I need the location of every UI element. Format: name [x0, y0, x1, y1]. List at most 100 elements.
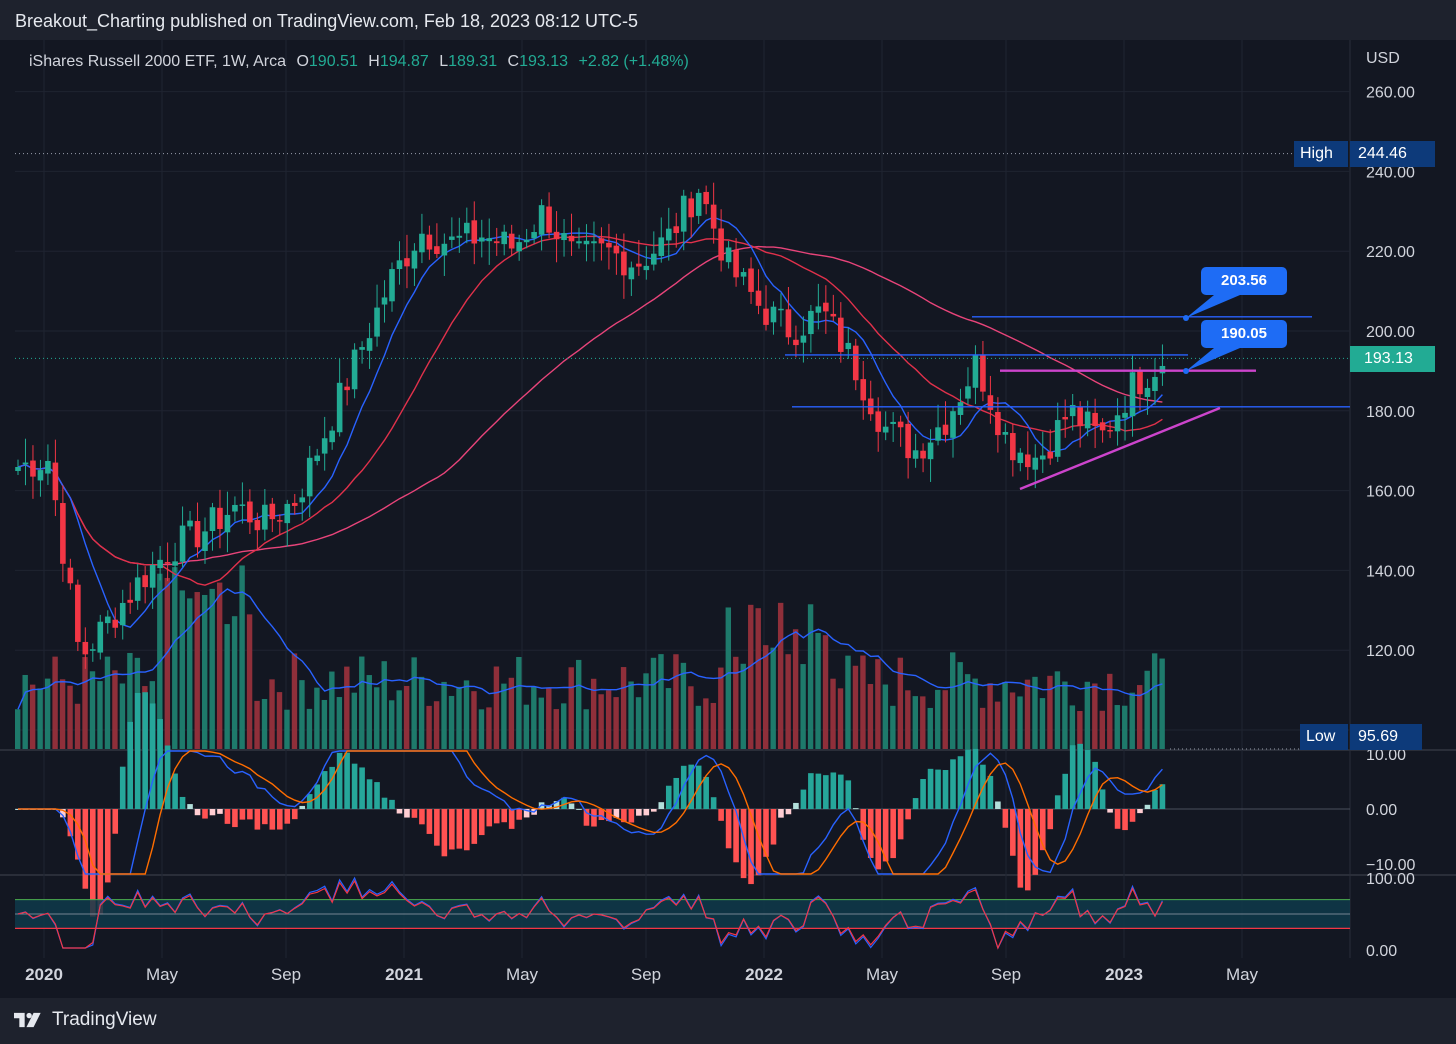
candle-body: [336, 382, 343, 433]
macd-histogram-bar: [164, 745, 171, 809]
volume-bar: [396, 690, 402, 749]
candle-body: [127, 599, 133, 603]
tradingview-logo[interactable]: TradingView: [14, 1009, 157, 1031]
candle-body: [1002, 432, 1009, 435]
macd-histogram-bar: [1159, 784, 1166, 809]
candle-body: [202, 531, 208, 552]
publisher-caption: Breakout_Charting published on TradingVi…: [15, 11, 639, 31]
volume-bar: [164, 577, 170, 749]
macd-histogram-bar: [890, 809, 896, 859]
macd-histogram-bar: [426, 809, 433, 834]
candle-body: [942, 424, 949, 435]
candle-body: [927, 442, 934, 460]
close-value: 193.13: [519, 53, 569, 70]
macd-histogram-bar: [763, 809, 769, 857]
volume-bar: [97, 681, 103, 749]
volume-bar: [905, 690, 911, 749]
volume-bar: [1084, 681, 1091, 749]
callout-lower[interactable]: 190.05: [1201, 320, 1287, 348]
candle-body: [995, 411, 1001, 436]
candle-body: [980, 354, 986, 392]
volume-bar: [486, 707, 492, 749]
macd-histogram-bar: [67, 809, 74, 837]
candle-body: [673, 226, 680, 234]
candle-body: [733, 250, 739, 278]
candle-body: [950, 411, 956, 438]
low-tag-label: Low: [1300, 724, 1348, 750]
candle-body: [1152, 376, 1158, 391]
candle-body: [718, 228, 724, 261]
volume-bar: [994, 701, 1001, 749]
macd-histogram-bar: [673, 777, 680, 809]
high-label: H: [368, 53, 380, 70]
macd-histogram-bar: [1054, 795, 1061, 809]
volume-bar: [598, 694, 604, 749]
macd-histogram-bar: [897, 809, 904, 840]
volume-bar: [1002, 682, 1008, 749]
volume-bar: [104, 656, 111, 749]
candle-body: [22, 462, 29, 465]
time-tick-label: May: [146, 965, 179, 984]
volume-bar: [59, 679, 66, 749]
candle-body: [1025, 454, 1031, 468]
currency-label[interactable]: USD: [1366, 50, 1400, 67]
macd-histogram-bar: [1010, 809, 1016, 856]
volume-bar: [1069, 705, 1076, 749]
candle-body: [838, 317, 844, 352]
macd-histogram-bar: [508, 809, 515, 829]
macd-histogram-bar: [972, 748, 979, 809]
volume-bar: [501, 683, 507, 749]
candle-body: [815, 306, 822, 313]
volume-bar: [74, 703, 81, 749]
macd-histogram-bar: [1122, 809, 1128, 831]
volume-bar: [456, 686, 462, 749]
candle-body: [1099, 422, 1106, 431]
low-value: 189.31: [448, 53, 498, 70]
volume-bar: [987, 683, 993, 749]
macd-histogram-bar: [561, 797, 567, 809]
macd-histogram-bar: [636, 809, 642, 816]
candle-body: [187, 520, 193, 527]
macd-histogram-bar: [1129, 809, 1136, 822]
candle-body: [411, 250, 418, 269]
macd-histogram-bar: [329, 766, 335, 809]
macd-histogram-bar: [606, 809, 612, 822]
symbol-name: iShares Russell 2000 ETF, 1W, Arca: [29, 53, 286, 70]
macd-histogram-bar: [1047, 809, 1054, 830]
volume-bar: [1129, 692, 1135, 749]
candle-body: [1017, 452, 1024, 464]
macd-histogram-bar: [1039, 809, 1046, 851]
symbol-legend[interactable]: iShares Russell 2000 ETF, 1W, Arca O190.…: [29, 53, 689, 71]
candle-body: [882, 426, 889, 433]
macd-histogram-bar: [1144, 804, 1151, 809]
volume-bar: [1077, 710, 1083, 749]
price-tick-label: 240.00: [1366, 164, 1415, 181]
macd-histogram-bar: [920, 779, 926, 809]
candle-body: [471, 220, 478, 244]
rsi-tick-label: 100.00: [1366, 871, 1415, 888]
volume-bar: [935, 689, 941, 749]
candle-body: [217, 507, 223, 529]
high-tag-label: High: [1294, 141, 1348, 167]
volume-bar: [1159, 658, 1165, 749]
volume-bar: [314, 687, 320, 749]
volume-bar: [546, 687, 552, 749]
volume-bar: [29, 684, 36, 749]
candle-body: [329, 430, 335, 443]
macd-histogram-bar: [882, 809, 889, 862]
macd-histogram-bar: [755, 809, 762, 876]
candle-body: [688, 198, 694, 218]
macd-histogram-bar: [486, 809, 493, 827]
macd-histogram-bar: [97, 809, 104, 915]
volume-bar: [770, 647, 776, 749]
volume-bar: [516, 656, 522, 749]
volume-bar: [1062, 681, 1068, 749]
candle-body: [344, 386, 350, 391]
moving-averages: [17, 216, 1163, 629]
macd-histogram-bar: [942, 770, 949, 809]
candle-body: [1137, 371, 1143, 395]
time-tick-label: Sep: [991, 965, 1021, 984]
candle-body: [306, 457, 313, 497]
callout-upper[interactable]: 203.56: [1201, 267, 1287, 295]
